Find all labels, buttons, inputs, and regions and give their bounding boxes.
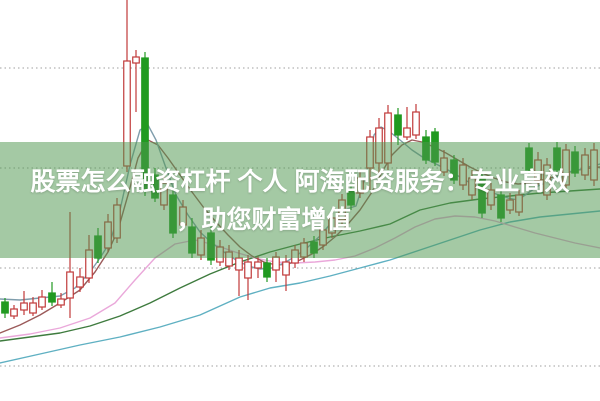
promo-banner: 股票怎么融资杠杆 个人 阿海配资服务：专业高效 ，助您财富增值 <box>0 142 600 258</box>
candle-body-bull <box>282 261 290 276</box>
candle-body-bull <box>254 261 262 269</box>
candle-body-bear <box>394 114 402 136</box>
candle-body-bull <box>244 261 252 279</box>
promo-text-line2: ，助您财富增值 <box>176 206 352 234</box>
candle-body-bull <box>20 302 28 311</box>
candle-body-bull <box>235 257 243 271</box>
candle-body-bull <box>29 302 37 314</box>
candle-body-bull <box>412 111 420 136</box>
candle-body-bull <box>403 127 411 138</box>
candle-body-bull <box>66 271 74 299</box>
candle-body-bull <box>57 298 65 306</box>
promo-text-line1: 股票怎么融资杠杆 个人 阿海配资服务：专业高效 <box>30 168 570 196</box>
candle-body-bear <box>48 292 56 303</box>
candle-body-bull <box>38 296 46 308</box>
candle-body-bull <box>10 308 18 317</box>
candle-body-bull <box>76 276 84 288</box>
candle-body-bull <box>272 256 280 271</box>
candle-body-bull <box>132 56 140 64</box>
candle-body-bear <box>1 301 9 314</box>
candle-body-bear <box>263 262 271 278</box>
